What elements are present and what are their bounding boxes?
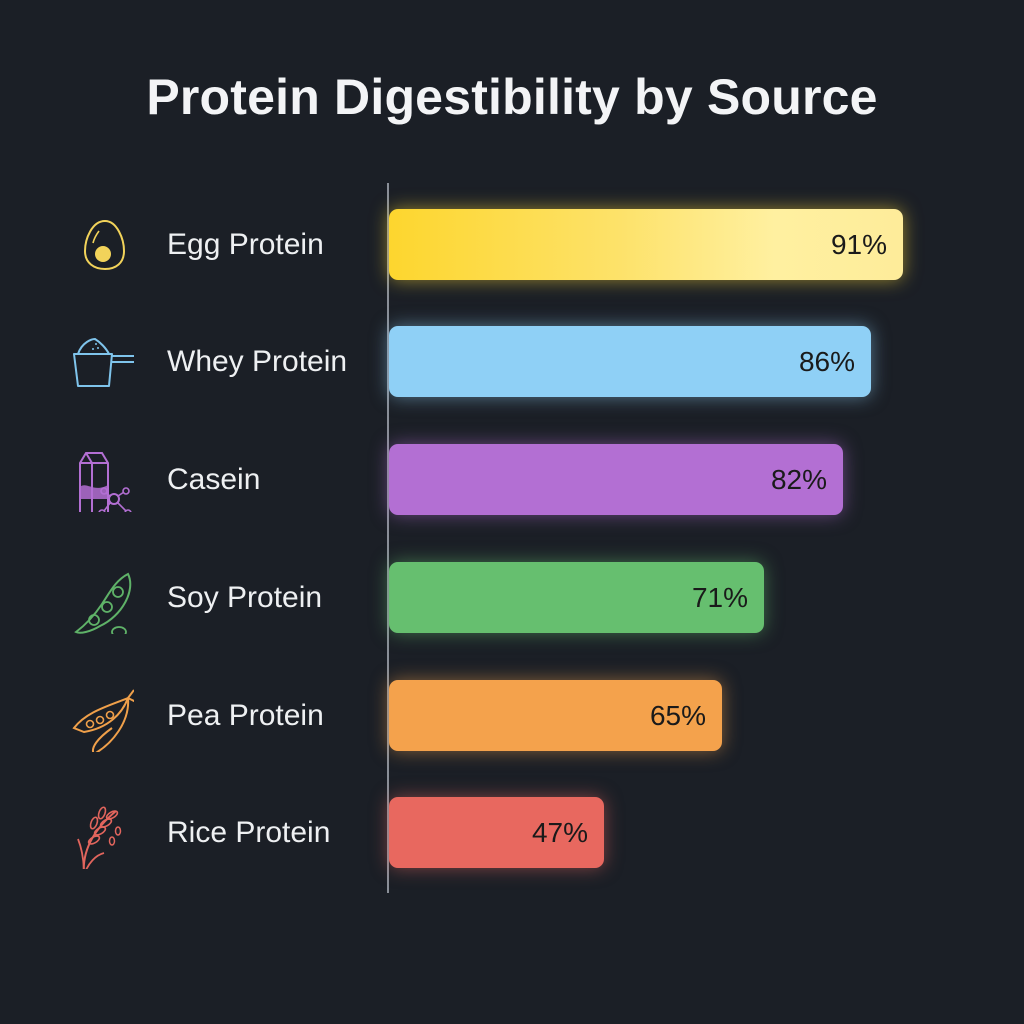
value-label: 71% [691, 582, 748, 613]
category-label: Casein [167, 463, 261, 496]
category-label: Soy Protein [167, 581, 323, 614]
egg-icon [83, 219, 126, 271]
bar-row-pea: Pea Protein 65% [0, 680, 1024, 752]
category-label: Rice Protein [167, 816, 331, 849]
scoop-icon [73, 337, 134, 387]
category-label: Whey Protein [167, 345, 348, 378]
chart-title: Protein Digestibility by Source [146, 69, 878, 125]
category-label: Egg Protein [167, 228, 324, 261]
bar-casein[interactable]: 82% [389, 444, 843, 515]
pea-pod-icon [72, 689, 134, 752]
bar-row-rice: Rice Protein 47% [0, 797, 1024, 869]
bar-soy[interactable]: 71% [389, 562, 764, 633]
bar-row-egg: Egg Protein 91% [0, 209, 1024, 281]
bar-row-soy: Soy Protein 71% [0, 562, 1024, 634]
bar-pea[interactable]: 65% [389, 680, 722, 751]
y-axis-line [387, 183, 389, 893]
value-label: 47% [531, 817, 588, 848]
bar-egg[interactable]: 91% [389, 209, 903, 280]
value-label: 82% [770, 464, 827, 495]
value-label: 91% [830, 229, 887, 260]
rice-stalk-icon [77, 806, 122, 869]
bar-rice[interactable]: 47% [389, 797, 604, 868]
bar-row-casein: Casein 82% [0, 444, 1024, 516]
soybean-pod-icon [74, 572, 132, 634]
value-label: 65% [649, 700, 706, 731]
bar-row-whey: Whey Protein 86% [0, 326, 1024, 398]
bar-whey[interactable]: 86% [389, 326, 871, 397]
value-label: 86% [798, 346, 855, 377]
milk-carton-molecule-icon [79, 452, 132, 512]
category-label: Pea Protein [167, 699, 324, 732]
